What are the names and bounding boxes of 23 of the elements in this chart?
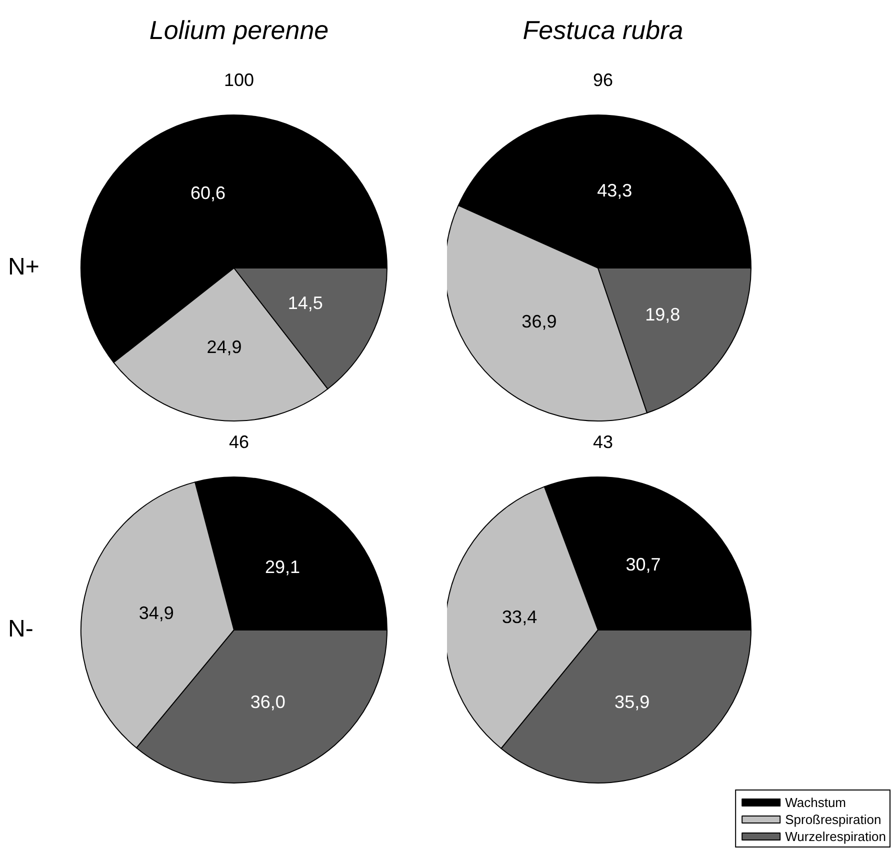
chart-subtitle: 100 — [224, 70, 254, 90]
data-label: 29,1 — [265, 557, 300, 578]
data-label: 14,5 — [288, 292, 323, 313]
data-label: 36,9 — [522, 312, 557, 332]
data-label: 30,7 — [626, 554, 661, 575]
data-label: 24,9 — [206, 336, 242, 357]
chart-subtitle: 96 — [592, 70, 614, 90]
data-label: 60,6 — [190, 182, 226, 203]
chart-title: Festuca rubra — [522, 15, 684, 45]
legend-label: Wachstum — [785, 795, 846, 810]
chart-subtitle: 46 — [228, 432, 250, 452]
data-label: 35,9 — [614, 692, 650, 712]
data-label: 33,4 — [502, 607, 538, 628]
data-label: 34,9 — [138, 602, 174, 623]
data-label: 19,8 — [645, 304, 680, 324]
legend-label: Sproßrespiration — [785, 812, 882, 827]
text: N+ — [8, 254, 40, 280]
chart-subtitle: 43 — [592, 432, 614, 452]
chart-title: Lolium perenne — [149, 15, 329, 45]
text: N- — [8, 616, 34, 642]
data-label: 36,0 — [250, 692, 286, 712]
legend-label: Wurzelrespiration — [785, 829, 886, 844]
data-label: 43,3 — [597, 180, 632, 200]
